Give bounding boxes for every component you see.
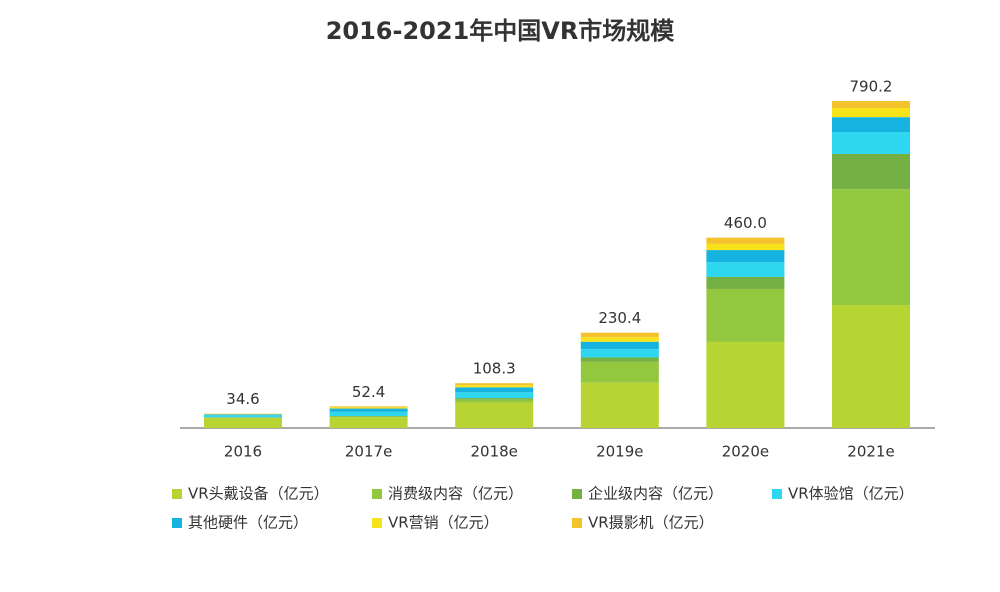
x-tick-label: 2020e [722, 443, 769, 461]
bar-segment [204, 418, 282, 428]
total-label: 108.3 [473, 360, 516, 378]
legend-label: VR营销（亿元） [388, 514, 499, 532]
total-label: 52.4 [352, 383, 385, 401]
bar-segment [455, 383, 534, 386]
total-label: 34.6 [226, 390, 259, 408]
bar-segment [455, 387, 534, 393]
bar-segment [832, 189, 910, 306]
bar-segment [455, 392, 534, 399]
bar-segment [706, 276, 785, 289]
bar-segment [706, 237, 785, 244]
legend-swatch [572, 518, 582, 528]
x-tick-label: 2019e [596, 443, 643, 461]
bar-segment [455, 385, 534, 388]
bar-segment [329, 408, 408, 412]
bar-segment [580, 382, 659, 428]
bar-segment [832, 108, 910, 118]
bar-segment [706, 341, 785, 428]
bar-segment [580, 332, 659, 338]
x-tick-label: 2021e [847, 443, 894, 461]
bar-segment [455, 398, 534, 400]
chart-title: 2016-2021年中国VR市场规模 [326, 17, 676, 45]
bar-segment [580, 357, 659, 362]
bar-segment [832, 101, 910, 109]
bar-segment [329, 407, 408, 409]
x-tick-label: 2017e [345, 443, 392, 461]
bar-segment [329, 411, 408, 416]
bar-segment [832, 132, 910, 154]
total-label: 460.0 [724, 214, 767, 232]
x-tick-label: 2016 [224, 443, 262, 461]
bar-segment [580, 341, 659, 350]
bar-segment [832, 153, 910, 190]
legend-label: VR体验馆（亿元） [788, 485, 914, 503]
bar-segment [832, 117, 910, 133]
bar-segment [706, 243, 785, 251]
total-label: 790.2 [850, 78, 893, 96]
bar-segment [329, 416, 408, 418]
x-tick-label: 2018e [470, 443, 517, 461]
legend-swatch [772, 489, 782, 499]
bar-segment [706, 250, 785, 263]
legend-label: VR头戴设备（亿元） [188, 485, 329, 503]
bar-segment [706, 262, 785, 277]
bar-segment [329, 406, 408, 408]
legend-swatch [172, 518, 182, 528]
legend-swatch [172, 489, 182, 499]
bar-segment [204, 414, 282, 416]
bar-segment [580, 337, 659, 342]
legend-label: 企业级内容（亿元） [588, 485, 723, 503]
legend-swatch [372, 518, 382, 528]
bar-segment [580, 361, 659, 383]
legend-swatch [572, 489, 582, 499]
bar-segment [832, 305, 910, 428]
bar-segment [329, 417, 408, 428]
legend-label: 消费级内容（亿元） [388, 485, 523, 503]
bar-segment [204, 415, 282, 418]
bar-segment [580, 349, 659, 358]
total-label: 230.4 [598, 309, 641, 327]
legend-label: VR摄影机（亿元） [588, 514, 714, 532]
bar-segment [455, 399, 534, 403]
legend-swatch [372, 489, 382, 499]
legend-label: 其他硬件（亿元） [188, 514, 308, 532]
bar-segment [455, 402, 534, 428]
bar-segment [706, 288, 785, 342]
